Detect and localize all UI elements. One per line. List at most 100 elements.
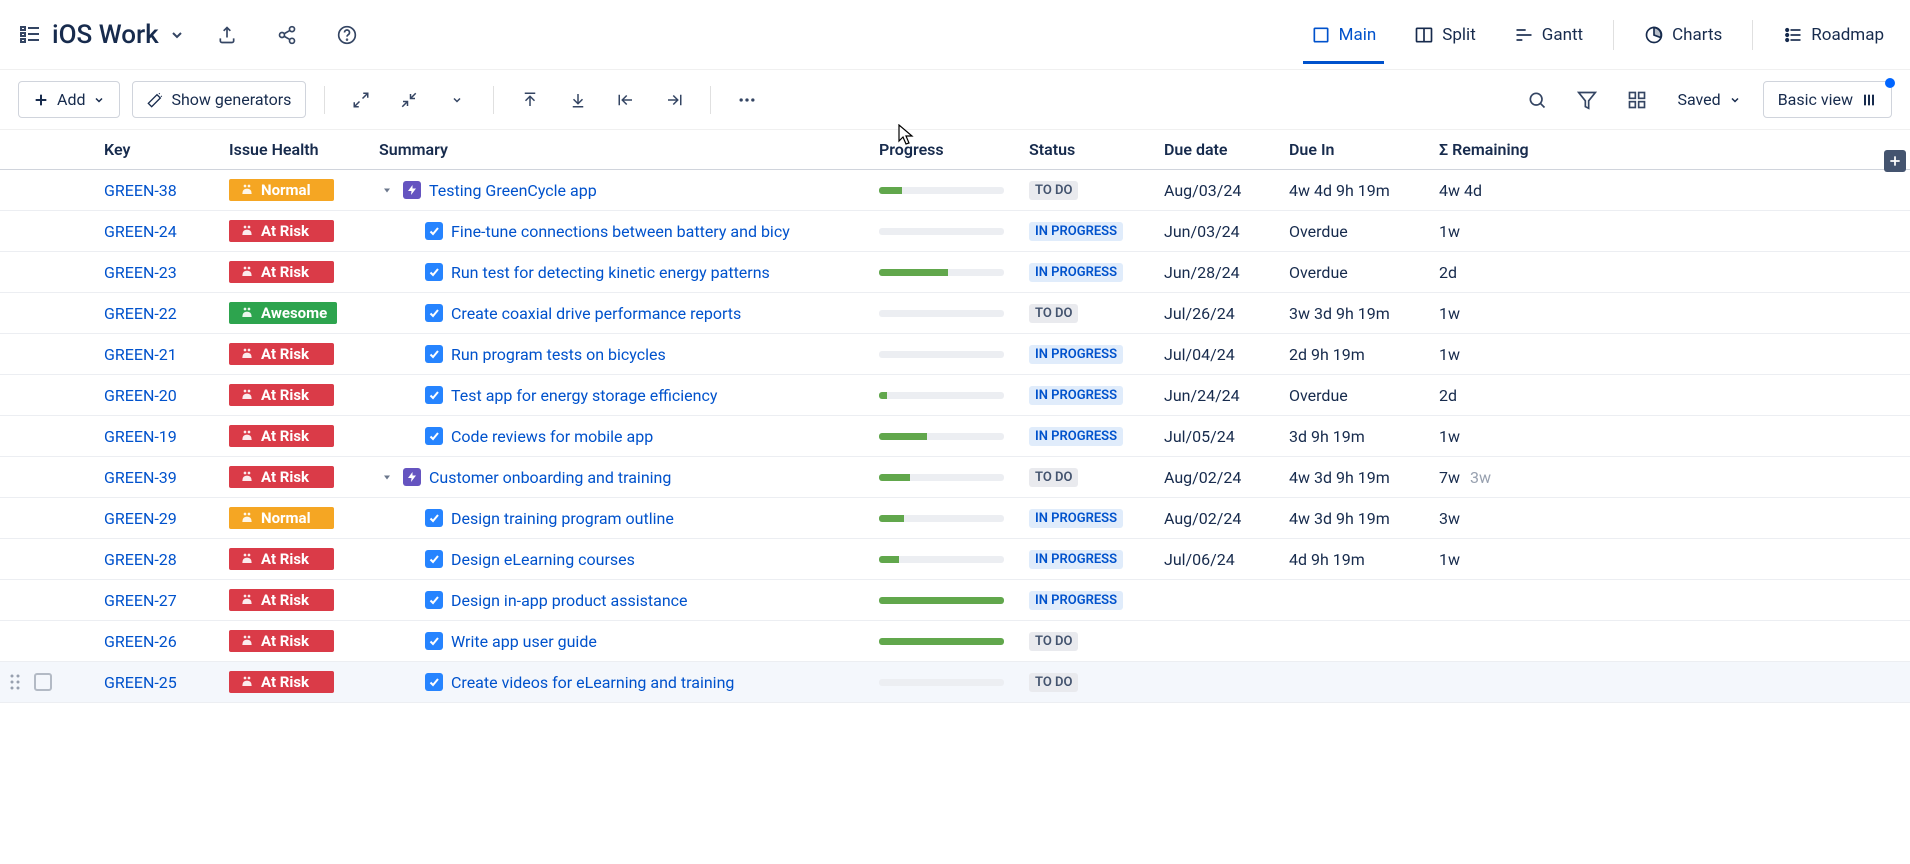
- table-row[interactable]: GREEN-27At RiskDesign in-app product ass…: [0, 580, 1910, 621]
- outdent-button[interactable]: [608, 82, 644, 118]
- show-generators-button[interactable]: Show generators: [132, 81, 306, 118]
- indent-button[interactable]: [656, 82, 692, 118]
- summary-cell[interactable]: Create videos for eLearning and training: [375, 673, 875, 692]
- key-cell[interactable]: GREEN-22: [100, 304, 225, 323]
- summary-cell[interactable]: Create coaxial drive performance reports: [375, 304, 875, 323]
- saved-dropdown[interactable]: Saved: [1669, 84, 1748, 115]
- key-cell[interactable]: GREEN-28: [100, 550, 225, 569]
- view-tab-split[interactable]: Split: [1406, 9, 1483, 61]
- col-remain-header[interactable]: Σ Remaining: [1435, 140, 1585, 159]
- key-cell[interactable]: GREEN-23: [100, 263, 225, 282]
- key-cell[interactable]: GREEN-26: [100, 632, 225, 651]
- table-row[interactable]: GREEN-28At Risk Design eLearning courses I…: [0, 539, 1910, 580]
- status-cell[interactable]: TO DO: [1025, 672, 1160, 692]
- key-cell[interactable]: GREEN-27: [100, 591, 225, 610]
- table-row[interactable]: GREEN-29NormalDesign training program ou…: [0, 498, 1910, 539]
- table-row[interactable]: GREEN-38NormalTesting GreenCycle appTO D…: [0, 170, 1910, 211]
- share-button[interactable]: [269, 17, 305, 53]
- search-button[interactable]: [1519, 82, 1555, 118]
- col-health-header[interactable]: Issue Health: [225, 140, 375, 159]
- table-row[interactable]: GREEN-20At RiskTest app for energy stora…: [0, 375, 1910, 416]
- expand-toggle[interactable]: [379, 471, 395, 483]
- table-row[interactable]: GREEN-39At RiskCustomer onboarding and t…: [0, 457, 1910, 498]
- table-row[interactable]: GREEN-24 At Risk Fine-tune connections bet…: [0, 211, 1910, 252]
- health-cell: At Risk: [225, 425, 375, 448]
- status-cell[interactable]: TO DO: [1025, 180, 1160, 200]
- key-cell[interactable]: GREEN-25: [100, 673, 225, 692]
- status-cell[interactable]: IN PROGRESS: [1025, 262, 1160, 282]
- due-cell: Aug/02/24: [1160, 468, 1285, 487]
- status-cell[interactable]: IN PROGRESS: [1025, 508, 1160, 528]
- summary-cell[interactable]: Fine-tune connections between battery an…: [375, 222, 875, 241]
- summary-text: Run test for detecting kinetic energy pa…: [451, 263, 770, 282]
- move-up-button[interactable]: [512, 82, 548, 118]
- status-cell[interactable]: TO DO: [1025, 631, 1160, 651]
- col-duein-header[interactable]: Due In: [1285, 140, 1435, 159]
- key-cell[interactable]: GREEN-20: [100, 386, 225, 405]
- more-actions-button[interactable]: [729, 82, 765, 118]
- health-cell: At Risk: [225, 548, 375, 571]
- status-cell[interactable]: TO DO: [1025, 303, 1160, 323]
- status-cell[interactable]: IN PROGRESS: [1025, 385, 1160, 405]
- expand-toggle[interactable]: [379, 184, 395, 196]
- table-row[interactable]: GREEN-25At RiskCreate videos for eLearni…: [0, 662, 1910, 703]
- table-row[interactable]: GREEN-22AwesomeCreate coaxial drive perf…: [0, 293, 1910, 334]
- table-row[interactable]: GREEN-19At RiskCode reviews for mobile a…: [0, 416, 1910, 457]
- col-due-header[interactable]: Due date: [1160, 140, 1285, 159]
- view-tab-roadmap[interactable]: Roadmap: [1775, 9, 1892, 61]
- key-cell[interactable]: GREEN-39: [100, 468, 225, 487]
- view-tab-main[interactable]: Main: [1303, 9, 1385, 61]
- key-cell[interactable]: GREEN-21: [100, 345, 225, 364]
- col-key-header[interactable]: Key: [100, 140, 225, 159]
- summary-cell[interactable]: Code reviews for mobile app: [375, 427, 875, 446]
- progress-bar: [879, 310, 1004, 317]
- summary-cell[interactable]: Test app for energy storage efficiency: [375, 386, 875, 405]
- group-button[interactable]: [1619, 82, 1655, 118]
- key-cell[interactable]: GREEN-38: [100, 181, 225, 200]
- add-column-button[interactable]: [1884, 150, 1906, 172]
- status-cell[interactable]: TO DO: [1025, 467, 1160, 487]
- status-cell[interactable]: IN PROGRESS: [1025, 426, 1160, 446]
- summary-cell[interactable]: Design training program outline: [375, 509, 875, 528]
- summary-text: Fine-tune connections between battery an…: [451, 222, 790, 241]
- health-badge: At Risk: [229, 548, 334, 570]
- view-tab-gantt[interactable]: Gantt: [1506, 9, 1591, 61]
- progress-bar: [879, 269, 1004, 276]
- summary-cell[interactable]: Testing GreenCycle app: [375, 181, 875, 200]
- expand-all-button[interactable]: [343, 82, 379, 118]
- view-tab-charts[interactable]: Charts: [1636, 9, 1730, 61]
- summary-cell[interactable]: Design eLearning courses: [375, 550, 875, 569]
- summary-cell[interactable]: Design in-app product assistance: [375, 591, 875, 610]
- add-button[interactable]: Add: [18, 81, 120, 118]
- row-checkbox[interactable]: [34, 673, 52, 691]
- summary-cell[interactable]: Run test for detecting kinetic energy pa…: [375, 263, 875, 282]
- key-cell[interactable]: GREEN-24: [100, 222, 225, 241]
- summary-cell[interactable]: Customer onboarding and training: [375, 468, 875, 487]
- col-progress-header[interactable]: Progress: [875, 140, 1025, 159]
- collapse-all-button[interactable]: [391, 82, 427, 118]
- export-button[interactable]: [209, 17, 245, 53]
- help-button[interactable]: [329, 17, 365, 53]
- basic-view-button[interactable]: Basic view: [1763, 81, 1892, 118]
- key-cell[interactable]: GREEN-29: [100, 509, 225, 528]
- collapse-dropdown[interactable]: [439, 82, 475, 118]
- filter-button[interactable]: [1569, 82, 1605, 118]
- table-row[interactable]: GREEN-21At RiskRun program tests on bicy…: [0, 334, 1910, 375]
- health-icon: [239, 182, 255, 198]
- drag-handle-icon[interactable]: [4, 673, 26, 691]
- table-row[interactable]: GREEN-26At RiskWrite app user guideTO DO: [0, 621, 1910, 662]
- status-cell[interactable]: IN PROGRESS: [1025, 344, 1160, 364]
- col-summary-header[interactable]: Summary: [375, 140, 875, 159]
- table-row[interactable]: GREEN-23At RiskRun test for detecting ki…: [0, 252, 1910, 293]
- move-down-button[interactable]: [560, 82, 596, 118]
- key-cell[interactable]: GREEN-19: [100, 427, 225, 446]
- status-cell[interactable]: IN PROGRESS: [1025, 549, 1160, 569]
- col-status-header[interactable]: Status: [1025, 140, 1160, 159]
- status-cell[interactable]: IN PROGRESS: [1025, 590, 1160, 610]
- status-cell[interactable]: IN PROGRESS: [1025, 221, 1160, 241]
- health-text: At Risk: [261, 222, 309, 240]
- summary-cell[interactable]: Write app user guide: [375, 632, 875, 651]
- summary-cell[interactable]: Run program tests on bicycles: [375, 345, 875, 364]
- project-title-group[interactable]: iOS Work: [18, 20, 185, 50]
- plus-icon: [1888, 154, 1902, 168]
